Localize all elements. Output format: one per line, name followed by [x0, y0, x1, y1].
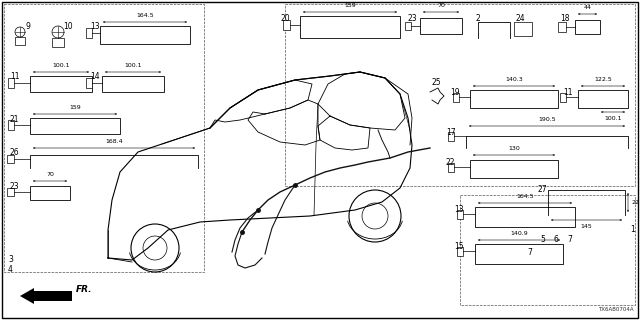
Text: 6: 6: [553, 235, 558, 244]
Bar: [15, 37, 25, 45]
Bar: [8, 120, 14, 130]
Text: 100.1: 100.1: [124, 63, 141, 68]
Text: 100.1: 100.1: [604, 116, 621, 121]
Text: 168.4: 168.4: [105, 139, 123, 144]
Text: 5: 5: [540, 235, 545, 244]
Text: 164.5: 164.5: [136, 13, 154, 18]
Text: 10: 10: [63, 22, 73, 31]
Text: 25: 25: [432, 78, 442, 87]
Text: 2: 2: [475, 14, 480, 23]
Text: 122.5: 122.5: [594, 77, 612, 82]
Bar: [30, 76, 92, 92]
Text: 70: 70: [46, 172, 54, 177]
Bar: [4, 4, 204, 272]
Bar: [448, 132, 454, 141]
Bar: [575, 20, 600, 34]
Text: 9: 9: [26, 22, 31, 31]
Bar: [52, 38, 64, 47]
Bar: [475, 244, 563, 264]
Text: 159: 159: [344, 3, 356, 8]
Circle shape: [349, 190, 401, 242]
Text: 7: 7: [527, 248, 532, 257]
Bar: [102, 76, 164, 92]
Text: 159: 159: [69, 105, 81, 110]
Text: FR.: FR.: [76, 285, 93, 294]
Bar: [100, 26, 190, 44]
Text: 15: 15: [454, 242, 464, 251]
Text: 44: 44: [584, 5, 591, 10]
Bar: [560, 93, 566, 102]
Text: 27: 27: [538, 185, 548, 194]
Bar: [405, 22, 411, 30]
Text: 26: 26: [10, 148, 20, 157]
Bar: [300, 16, 400, 38]
Bar: [448, 163, 454, 172]
Text: 4: 4: [8, 265, 13, 274]
Text: 23: 23: [408, 14, 418, 23]
Text: 3: 3: [8, 255, 13, 264]
Text: 11: 11: [563, 88, 573, 97]
Text: 145: 145: [580, 224, 593, 229]
Text: 140.9: 140.9: [510, 231, 528, 236]
Text: 70: 70: [437, 3, 445, 8]
Text: 130: 130: [508, 146, 520, 151]
Circle shape: [52, 26, 64, 38]
Text: TX6AB0704A: TX6AB0704A: [598, 307, 634, 312]
Bar: [457, 247, 463, 256]
Text: 22: 22: [445, 158, 455, 167]
Text: 1: 1: [630, 225, 635, 234]
Circle shape: [15, 27, 25, 37]
FancyArrow shape: [20, 288, 72, 304]
Text: 23: 23: [10, 182, 20, 191]
Text: 13: 13: [454, 205, 464, 214]
Circle shape: [143, 236, 167, 260]
Text: 13: 13: [90, 22, 100, 31]
Bar: [578, 90, 628, 108]
Bar: [7, 188, 14, 196]
Bar: [8, 78, 14, 88]
Bar: [30, 118, 120, 134]
Bar: [457, 210, 463, 219]
Text: 17: 17: [446, 128, 456, 137]
Bar: [420, 18, 462, 34]
Bar: [30, 186, 70, 200]
Text: 190.5: 190.5: [538, 117, 556, 122]
Bar: [558, 22, 566, 32]
Text: 18: 18: [560, 14, 570, 23]
Text: 11: 11: [10, 72, 19, 81]
Text: 19: 19: [451, 88, 460, 97]
Bar: [470, 160, 558, 178]
Text: 21: 21: [10, 115, 19, 124]
Text: 20: 20: [280, 14, 290, 23]
Bar: [285, 4, 635, 186]
Bar: [7, 155, 14, 163]
Text: 7: 7: [567, 235, 572, 244]
Circle shape: [131, 224, 179, 272]
Bar: [475, 207, 575, 227]
Text: 164.5: 164.5: [516, 194, 534, 199]
Text: 140.3: 140.3: [505, 77, 523, 82]
Bar: [86, 78, 92, 88]
Bar: [470, 90, 558, 108]
Text: 100.1: 100.1: [52, 63, 70, 68]
Circle shape: [362, 203, 388, 229]
Text: 14: 14: [90, 72, 100, 81]
Bar: [283, 20, 290, 30]
Bar: [453, 93, 459, 102]
Text: 24: 24: [516, 14, 525, 23]
Bar: [460, 195, 635, 305]
Bar: [514, 22, 532, 36]
Text: 22: 22: [631, 200, 639, 205]
Bar: [86, 28, 92, 38]
